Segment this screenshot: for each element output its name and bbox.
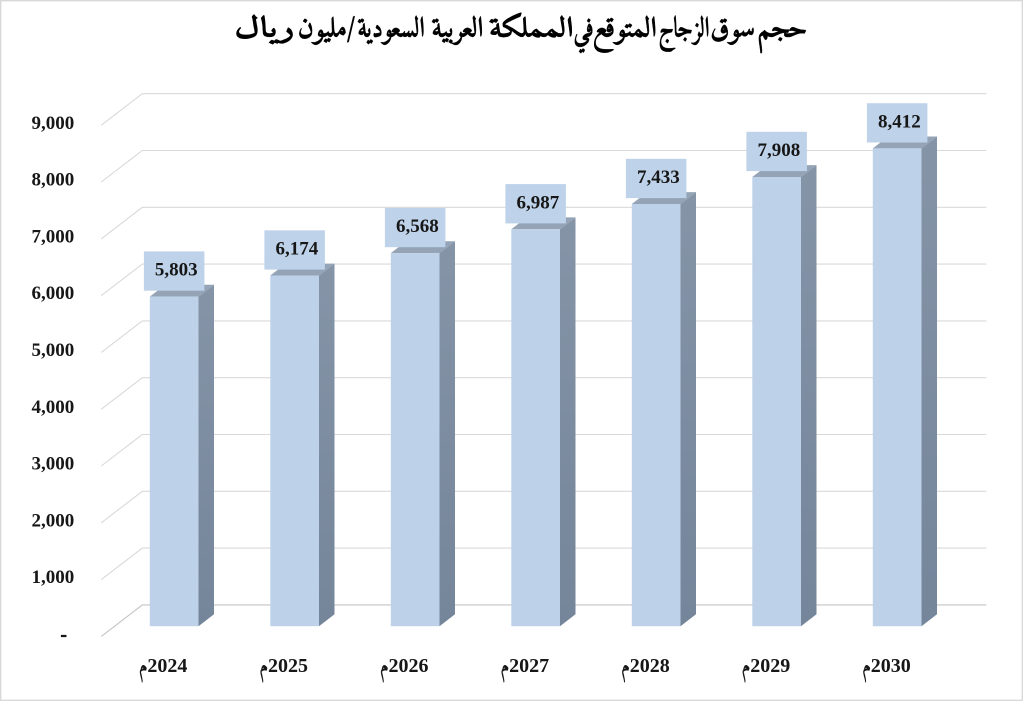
svg-text:8,000: 8,000 xyxy=(32,170,75,191)
svg-text:7,000: 7,000 xyxy=(32,226,75,247)
svg-text:6,987: 6,987 xyxy=(517,192,560,213)
svg-text:6,568: 6,568 xyxy=(396,216,439,237)
svg-text:2029: 2029 xyxy=(750,655,790,677)
svg-text:9,000: 9,000 xyxy=(32,113,75,134)
svg-text:5,803: 5,803 xyxy=(155,260,198,281)
svg-text:7,908: 7,908 xyxy=(758,140,801,161)
svg-text:4,000: 4,000 xyxy=(32,397,75,418)
svg-text:2025: 2025 xyxy=(268,655,308,677)
svg-text:2027: 2027 xyxy=(509,655,549,677)
svg-text:5,000: 5,000 xyxy=(32,340,75,361)
svg-text:2030: 2030 xyxy=(871,655,911,677)
svg-text:1,000: 1,000 xyxy=(32,567,75,588)
svg-text:7,433: 7,433 xyxy=(637,167,680,188)
svg-text:2,000: 2,000 xyxy=(32,510,75,531)
svg-text:6,174: 6,174 xyxy=(276,239,319,260)
svg-text:2024: 2024 xyxy=(147,655,187,677)
svg-text:2028: 2028 xyxy=(630,655,670,677)
svg-text:2026: 2026 xyxy=(389,655,429,677)
svg-text:3,000: 3,000 xyxy=(32,454,75,475)
svg-text:8,412: 8,412 xyxy=(878,111,921,132)
svg-text:6,000: 6,000 xyxy=(32,283,75,304)
